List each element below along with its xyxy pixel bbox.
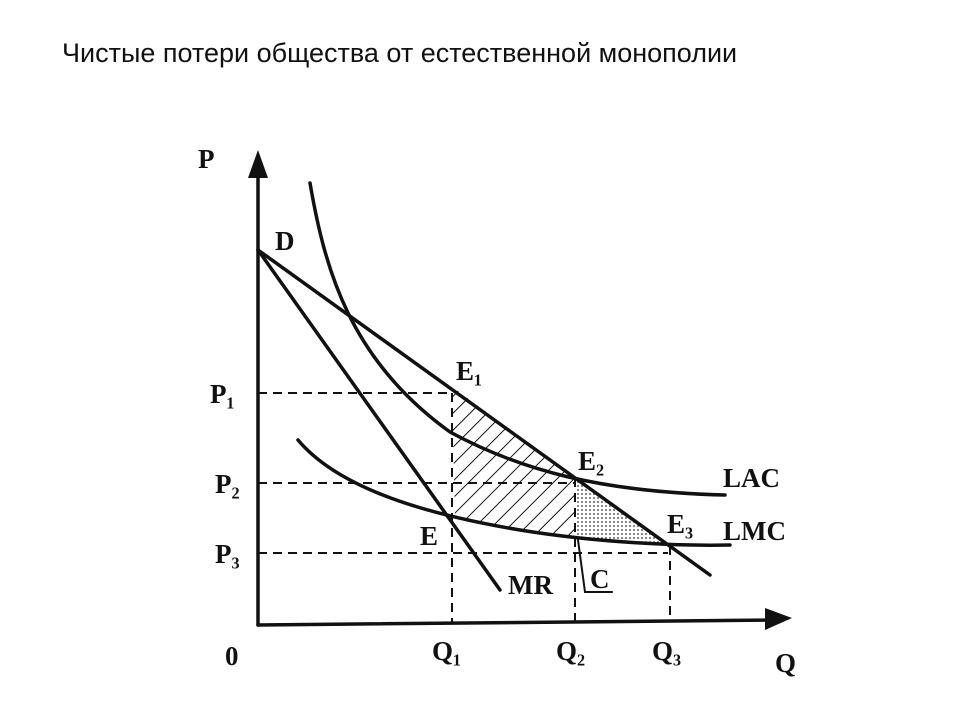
e3-label: E₃ — [667, 509, 693, 539]
slide-title: Чистые потери общества от естественной м… — [62, 38, 737, 68]
e-label: E — [420, 521, 438, 551]
curves — [256, 181, 732, 593]
labels: P Q 0 D E₁ E₂ E₃ E LAC LMC MR C P₁ P₂ P₃… — [198, 144, 796, 678]
lac-curve — [308, 181, 727, 497]
axes — [248, 150, 792, 630]
q-axis-label: Q — [775, 648, 796, 678]
c-label: C — [590, 564, 610, 594]
demand-curve — [256, 248, 712, 577]
lmc-label: LMC — [723, 516, 786, 546]
p2-label: P₂ — [215, 469, 240, 499]
e2-label: E₂ — [578, 446, 604, 476]
origin-label: 0 — [225, 641, 239, 671]
q1-label: Q₁ — [432, 636, 461, 666]
mr-curve — [256, 248, 502, 592]
e1-label: E₁ — [456, 356, 482, 386]
demand-label: D — [275, 226, 295, 256]
lmc-curve — [296, 438, 732, 547]
p-axis-label: P — [198, 144, 215, 174]
q3-label: Q₃ — [652, 636, 681, 666]
lac-label: LAC — [723, 463, 780, 493]
mr-label: MR — [508, 570, 553, 600]
q2-label: Q₂ — [556, 636, 585, 666]
p3-label: P₃ — [215, 539, 240, 569]
p1-label: P₁ — [210, 379, 235, 409]
c-leader — [577, 539, 613, 593]
